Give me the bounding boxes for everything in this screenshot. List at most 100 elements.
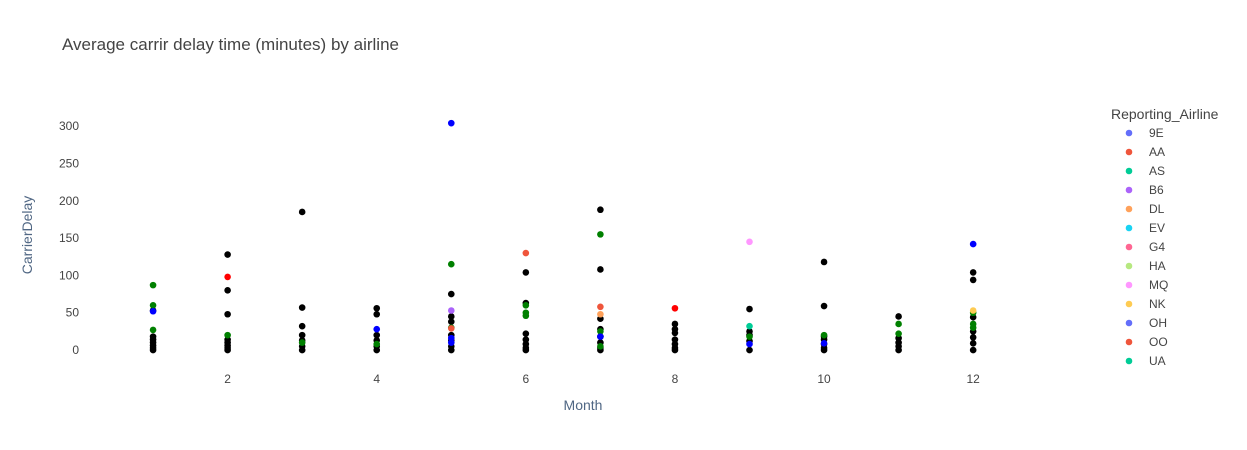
data-point	[746, 328, 753, 335]
legend-label: DL	[1149, 202, 1165, 216]
legend-marker	[1125, 262, 1133, 270]
legend-label: OO	[1149, 335, 1168, 349]
chart-title: Average carrir delay time (minutes) by a…	[62, 35, 399, 54]
data-point	[522, 249, 530, 257]
data-point	[447, 334, 455, 342]
data-point	[597, 303, 604, 311]
legend-marker	[1125, 186, 1133, 194]
legend-marker	[1125, 167, 1133, 175]
data-point	[447, 307, 455, 314]
data-point	[671, 320, 679, 328]
legend-marker	[1125, 243, 1133, 251]
legend-item[interactable]: 9E	[1125, 126, 1164, 140]
data-point	[969, 334, 977, 341]
legend-marker	[1125, 281, 1133, 289]
legend-marker	[1125, 319, 1133, 327]
legend-label: MQ	[1149, 278, 1168, 292]
x-tick-label: 2	[224, 372, 231, 386]
data-point	[373, 310, 381, 318]
legend-label: AA	[1149, 145, 1165, 159]
data-point	[597, 206, 604, 214]
data-point	[298, 331, 306, 339]
data-point	[671, 304, 679, 312]
data-point	[597, 310, 604, 318]
data-point	[895, 330, 902, 337]
legend-item[interactable]: AA	[1125, 145, 1165, 159]
legend-marker	[1125, 300, 1133, 308]
legend-label: EV	[1149, 221, 1165, 235]
data-point	[969, 269, 977, 276]
data-point	[820, 331, 828, 339]
data-point	[298, 304, 306, 311]
legend: 9E AA AS B6 DL EV G4 HA MQ NK OH OO UA	[1125, 126, 1169, 368]
data-point	[522, 269, 530, 276]
data-point	[224, 273, 231, 281]
legend-item[interactable]: MQ	[1125, 278, 1169, 292]
legend-item[interactable]: OO	[1125, 335, 1168, 349]
x-tick-label: 12	[966, 372, 980, 386]
data-point	[224, 251, 231, 258]
data-point	[969, 346, 977, 354]
data-point	[447, 318, 455, 326]
legend-item[interactable]: HA	[1125, 259, 1166, 273]
y-tick-label: 200	[59, 194, 79, 208]
legend-item[interactable]: OH	[1125, 316, 1167, 330]
data-point	[447, 119, 455, 127]
data-point	[149, 301, 157, 309]
data-point	[224, 331, 231, 339]
data-point	[597, 231, 604, 238]
data-point	[298, 208, 306, 216]
legend-label: OH	[1149, 316, 1167, 330]
legend-marker	[1125, 205, 1133, 213]
data-point	[522, 330, 530, 337]
data-point	[969, 240, 977, 248]
data-point	[149, 326, 157, 334]
data-point	[149, 307, 157, 315]
data-point	[746, 305, 753, 313]
legend-item[interactable]: B6	[1125, 183, 1164, 197]
legend-item[interactable]: G4	[1125, 240, 1166, 254]
legend-label: UA	[1149, 354, 1166, 368]
x-tick-label: 6	[522, 372, 529, 386]
y-tick-label: 50	[66, 306, 80, 320]
data-point	[447, 313, 455, 320]
y-tick-label: 250	[59, 156, 79, 170]
data-point	[597, 328, 604, 335]
data-point	[522, 336, 530, 343]
data-point	[969, 307, 977, 314]
x-tick-label: 8	[672, 372, 679, 386]
y-tick-label: 0	[72, 343, 79, 357]
legend-item[interactable]: UA	[1125, 354, 1166, 368]
data-point	[597, 266, 604, 273]
data-point	[373, 331, 381, 339]
legend-title: Reporting_Airline	[1111, 106, 1219, 122]
legend-label: G4	[1149, 240, 1165, 254]
data-point	[224, 310, 231, 318]
data-point	[149, 281, 157, 289]
y-axis-ticks: 0 50 100 150 200 250 300	[59, 119, 79, 357]
data-point	[746, 238, 753, 246]
x-tick-label: 4	[373, 372, 380, 386]
data-point	[597, 343, 604, 350]
data-point	[746, 322, 753, 330]
data-point	[895, 320, 902, 328]
data-point	[447, 260, 455, 268]
data-points	[149, 119, 977, 354]
data-point	[447, 325, 455, 332]
y-axis-title: CarrierDelay	[19, 196, 35, 275]
x-axis-ticks: 2 4 6 8 10 12	[224, 372, 980, 386]
legend-item[interactable]: DL	[1125, 202, 1165, 216]
legend-item[interactable]: EV	[1125, 221, 1165, 235]
legend-marker	[1125, 129, 1133, 137]
legend-label: HA	[1149, 259, 1166, 273]
y-tick-label: 100	[59, 268, 79, 282]
legend-item[interactable]: NK	[1125, 297, 1166, 311]
data-point	[969, 320, 977, 328]
legend-item[interactable]: AS	[1125, 164, 1165, 178]
data-point	[597, 333, 604, 340]
x-tick-label: 10	[817, 372, 831, 386]
data-point	[522, 309, 530, 317]
data-point	[298, 322, 306, 330]
data-point	[969, 340, 977, 347]
